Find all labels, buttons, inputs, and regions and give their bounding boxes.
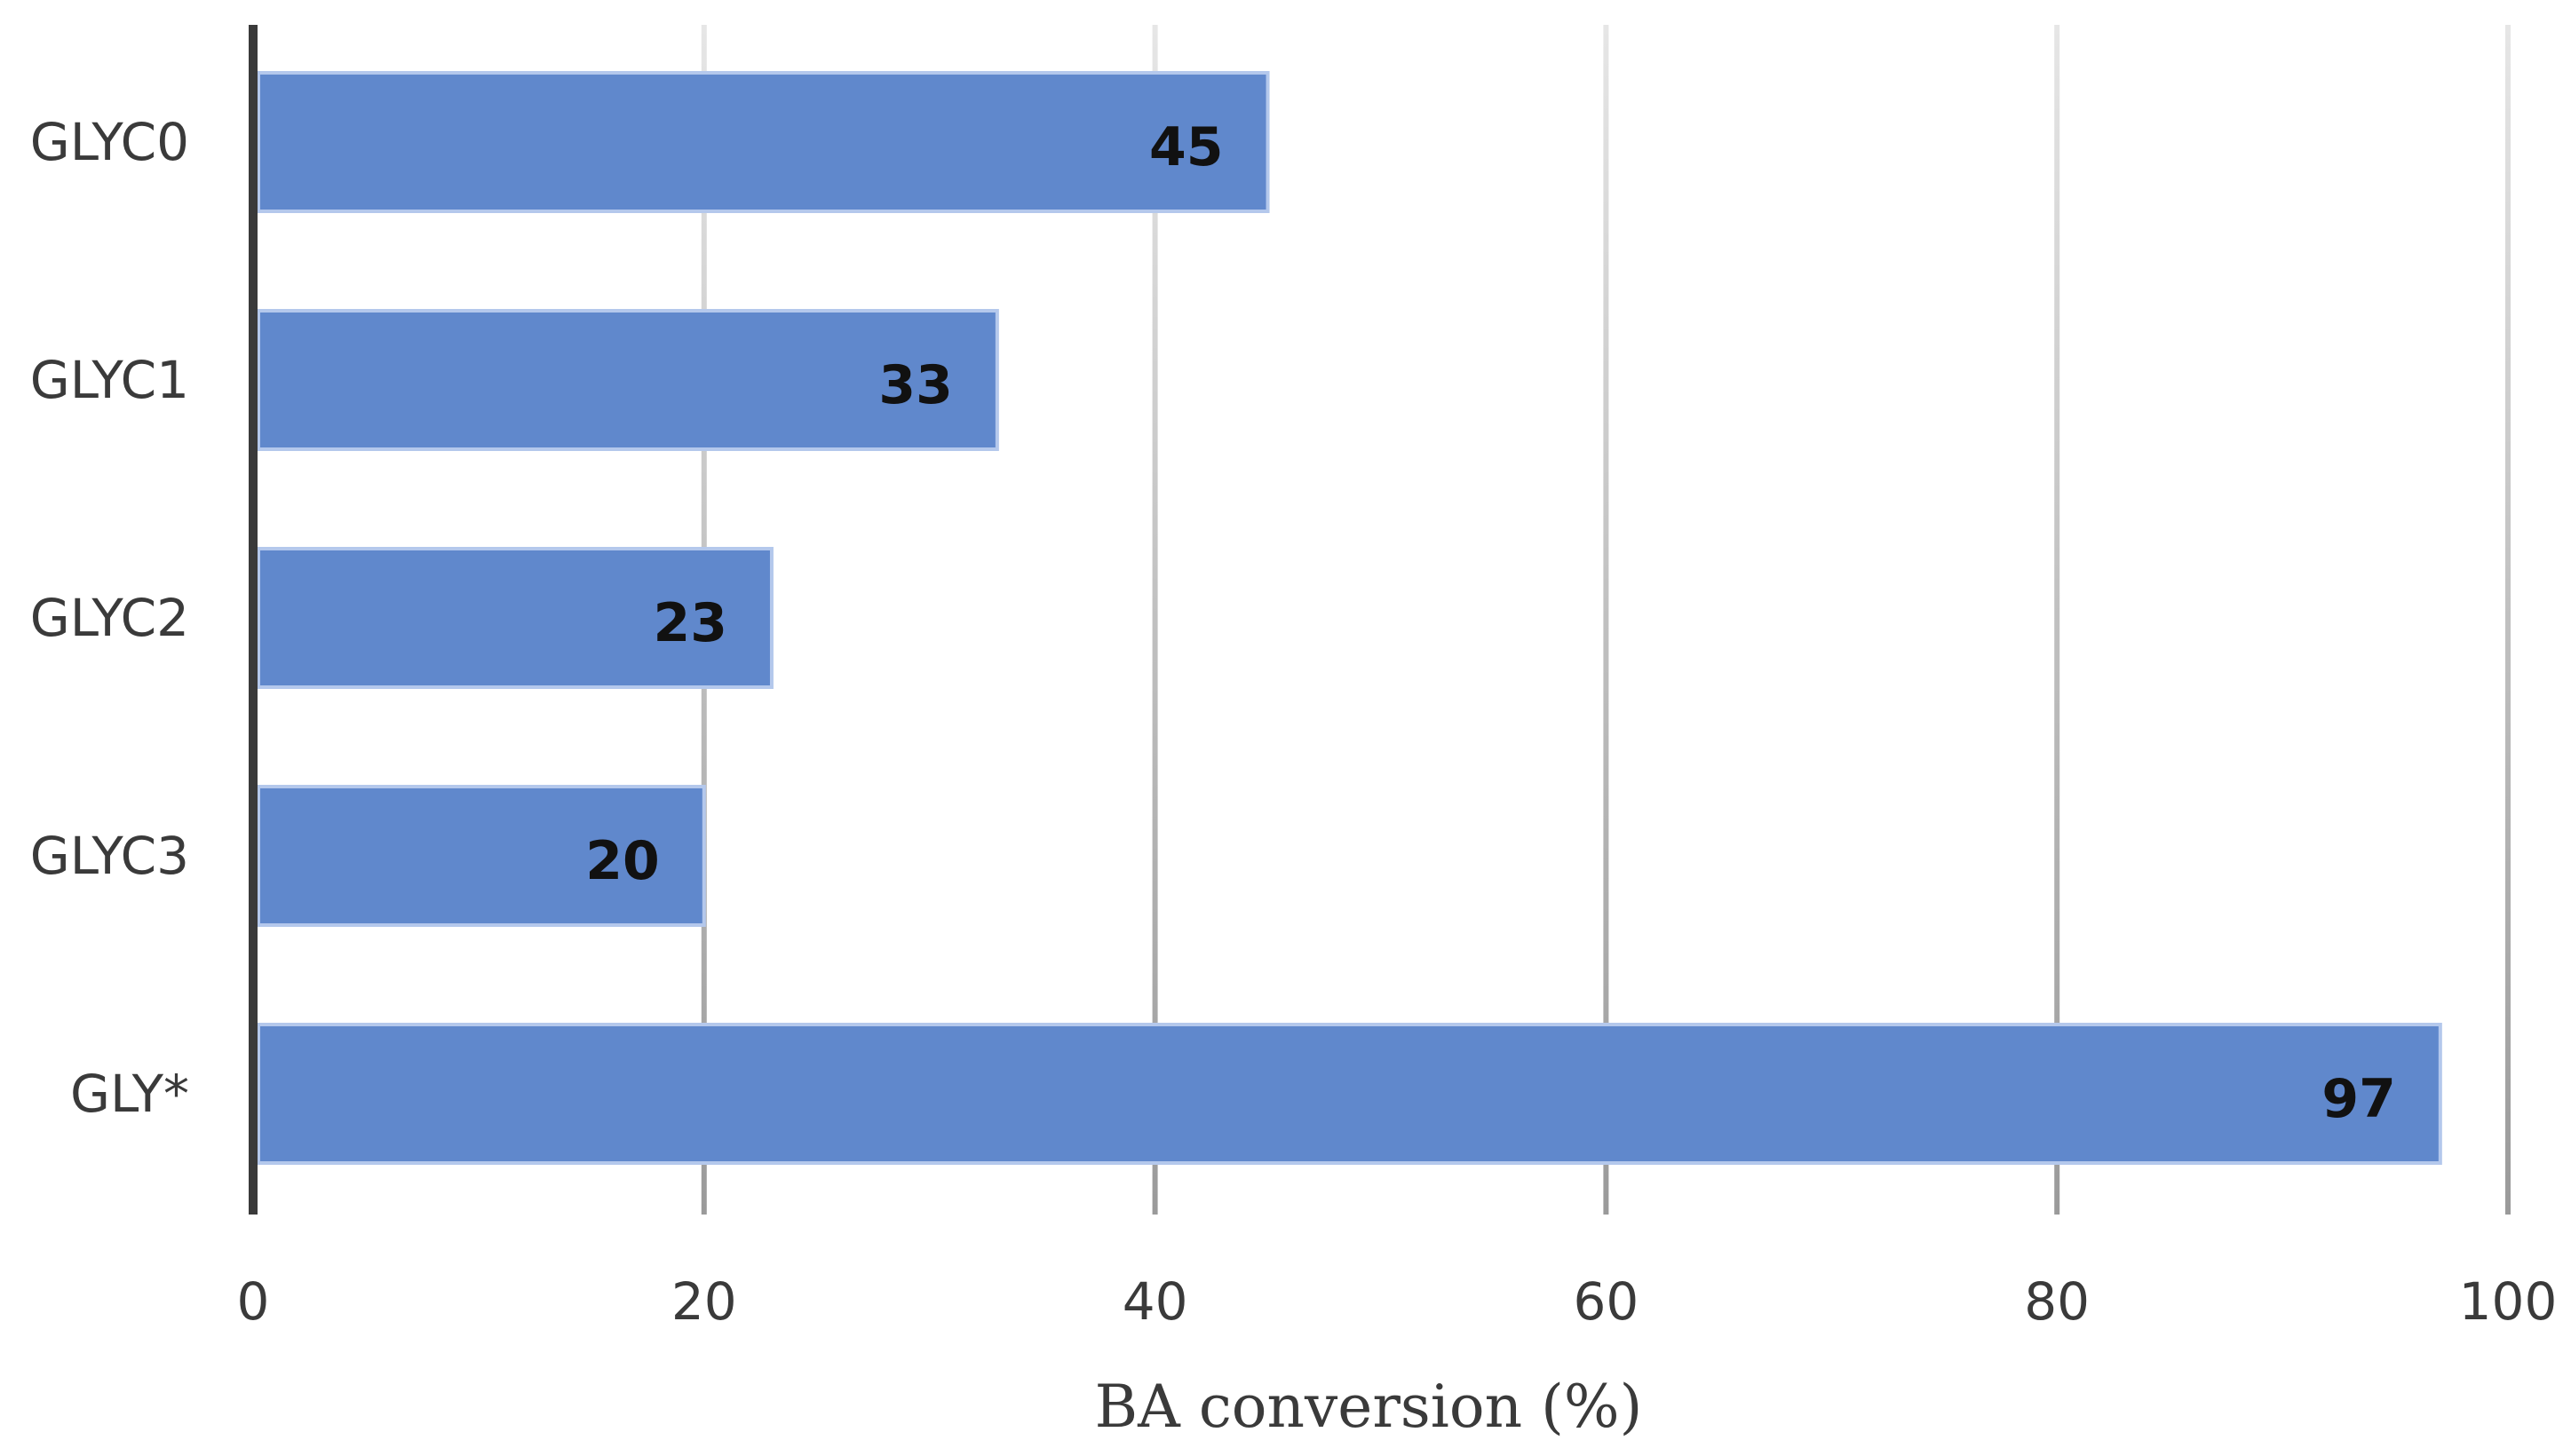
gridline <box>1603 25 1609 1215</box>
bar <box>257 1023 2442 1165</box>
x-tick-label: 80 <box>2024 1271 2090 1332</box>
data-label: 33 <box>878 354 953 416</box>
category-label: GLYC3 <box>30 826 189 886</box>
data-label: 97 <box>2321 1068 2396 1130</box>
gridline <box>1152 25 1158 1215</box>
x-tick-label: 60 <box>1573 1271 1639 1332</box>
data-labels: 45 33 23 20 97 <box>585 116 2396 1130</box>
bars <box>257 71 2442 1165</box>
x-tick-label: 40 <box>1123 1271 1188 1332</box>
gridline <box>2054 25 2060 1215</box>
bar <box>257 71 1270 213</box>
x-tick-labels: 0 20 40 60 80 100 <box>237 1271 2558 1332</box>
data-label: 23 <box>653 592 727 654</box>
x-tick-label: 0 <box>237 1271 270 1332</box>
category-label: GLYC0 <box>30 112 189 172</box>
gridline <box>2505 25 2511 1215</box>
data-label: 45 <box>1149 116 1224 178</box>
data-label: 20 <box>585 830 660 892</box>
category-label: GLY* <box>70 1064 189 1124</box>
bar <box>257 547 774 689</box>
category-label: GLYC1 <box>30 350 189 410</box>
x-tick-label: 100 <box>2459 1271 2558 1332</box>
category-label: GLYC2 <box>30 588 189 648</box>
bar <box>257 785 706 927</box>
category-labels: GLYC0 GLYC1 GLYC2 GLYC3 GLY* <box>30 112 189 1124</box>
x-tick-label: 20 <box>671 1271 737 1332</box>
bar <box>257 309 999 451</box>
x-axis-title: BA conversion (%) <box>1095 1373 1643 1441</box>
